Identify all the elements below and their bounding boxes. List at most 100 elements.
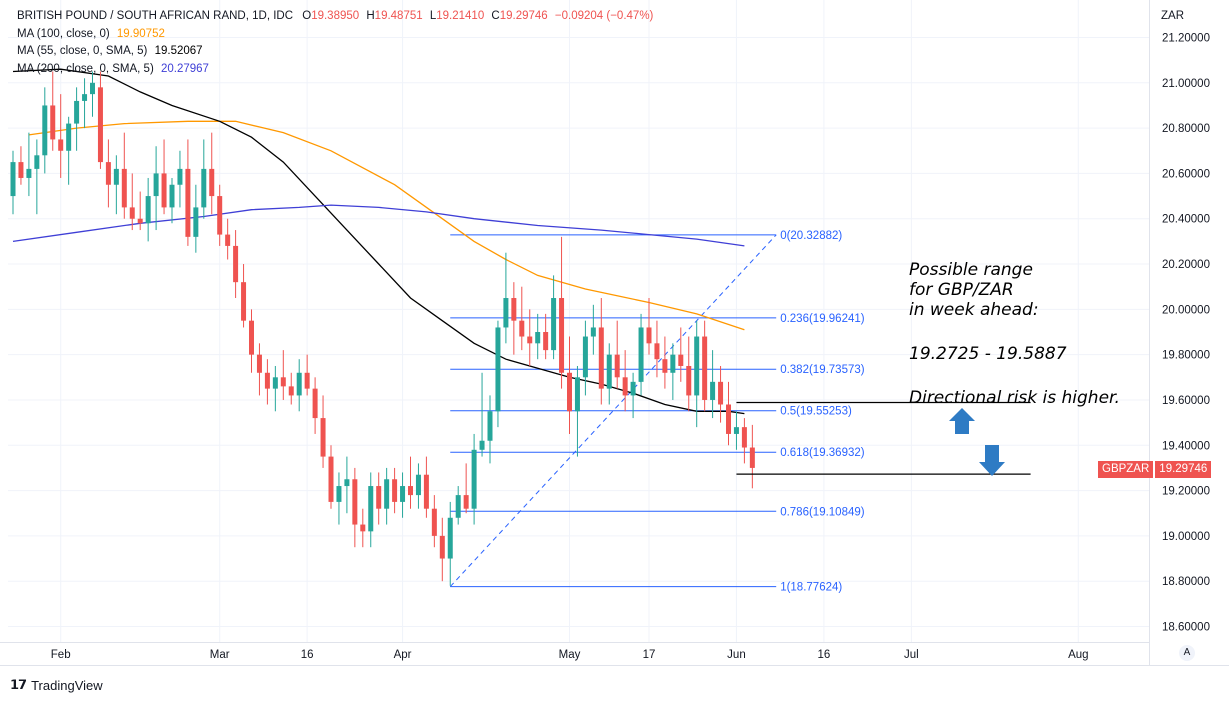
candle-body	[455, 495, 461, 518]
candle-body	[392, 479, 398, 502]
candle-body	[718, 381, 724, 405]
tradingview-logo-icon: 𝟭𝟳	[10, 677, 27, 692]
y-tick-label: 19.60000	[1162, 395, 1210, 407]
candle-body	[614, 354, 620, 378]
fib-level-label: 0(20.32882)	[780, 230, 842, 242]
x-tick-label: Apr	[394, 649, 412, 661]
candle-body	[113, 168, 119, 185]
candle-body	[590, 327, 596, 337]
currency-label: ZAR	[1161, 10, 1184, 22]
candle-body	[630, 381, 636, 396]
price-tag-symbol: GBPZAR	[1098, 461, 1154, 478]
candle-body	[662, 359, 668, 373]
candle-body	[694, 336, 700, 396]
candle-body	[622, 377, 628, 396]
fib-level-label: 0.5(19.55253)	[780, 406, 852, 418]
x-tick-label: 16	[818, 649, 831, 661]
footer[interactable]: 𝟭𝟳 TradingView	[10, 677, 103, 693]
annotation-line-3: in week ahead:	[909, 300, 1039, 320]
candle-body	[280, 377, 286, 387]
ma100-row[interactable]: MA (100, close, 0) 19.90752	[17, 26, 653, 44]
y-tick-label: 19.40000	[1162, 440, 1210, 452]
candle-body	[535, 332, 541, 344]
arrow-up-icon	[949, 408, 975, 434]
direction-arrows	[949, 408, 1005, 476]
fib-level-label: 0.618(19.36932)	[780, 447, 865, 459]
candle-body	[638, 327, 644, 382]
candle-body	[741, 427, 747, 448]
candle-body	[487, 411, 493, 441]
candle-body	[678, 354, 684, 366]
candle-body	[129, 207, 135, 219]
low-label: L	[429, 10, 437, 22]
ma55-row[interactable]: MA (55, close, 0, SMA, 5) 19.52067	[17, 43, 653, 61]
fib-level-label: 0.236(19.96241)	[780, 313, 865, 325]
candle-body	[646, 327, 652, 344]
candle-body	[272, 377, 278, 389]
high-label: H	[366, 10, 375, 22]
candle-body	[336, 486, 342, 502]
x-tick-label: 16	[301, 649, 314, 661]
ma100-value: 19.90752	[116, 27, 165, 40]
grid	[8, 0, 1149, 642]
candle-body	[376, 486, 382, 509]
candle-body	[320, 418, 326, 457]
fibonacci-retracement: 0(20.32882) 0.236(19.96241) 0.382(19.73573…	[449, 230, 865, 594]
candle-body	[105, 162, 111, 185]
y-tick-label: 21.20000	[1162, 33, 1210, 45]
moving-average-line	[28, 120, 745, 331]
candle-body	[66, 123, 72, 151]
candle-body	[26, 168, 32, 178]
open-label: O	[302, 10, 312, 22]
x-tick-label: Jul	[904, 649, 919, 661]
candle-body	[169, 184, 175, 208]
x-tick-label: Jun	[727, 649, 746, 661]
y-tick-label: 20.00000	[1162, 304, 1210, 316]
low-value: 19.21410	[436, 10, 485, 22]
candle-body	[193, 207, 199, 237]
ma200-row[interactable]: MA (200, close, 0, SMA, 5) 20.27967	[17, 61, 653, 79]
candle-body	[161, 173, 167, 208]
y-tick-label: 19.00000	[1162, 531, 1210, 543]
symbol-row: BRITISH POUND / SOUTH AFRICAN RAND, 1D, …	[17, 8, 653, 26]
candle-body	[145, 196, 151, 224]
candle-body	[559, 298, 565, 373]
candle-body	[241, 282, 247, 321]
annotation-line-2: for GBP/ZAR	[909, 280, 1014, 300]
candle-body	[582, 336, 588, 378]
candle-body	[137, 218, 143, 224]
candle-body	[50, 105, 56, 140]
y-tick-label: 21.00000	[1162, 78, 1210, 90]
candle-body	[415, 474, 421, 496]
candle-body	[360, 524, 366, 532]
arrow-down-icon	[979, 445, 1005, 476]
candle-body	[710, 381, 716, 400]
candle-body	[574, 377, 580, 412]
candle-body	[606, 354, 612, 389]
candle-body	[408, 486, 413, 496]
candle-body	[177, 168, 183, 185]
last-price-tag: GBPZAR 19.29746	[1098, 461, 1212, 478]
price-tag-value: 19.29746	[1155, 461, 1212, 478]
x-tick-label: Feb	[51, 649, 71, 661]
ma200-label: MA (200, close, 0, SMA, 5)	[17, 62, 154, 75]
moving-averages	[12, 68, 745, 415]
candle-body	[58, 139, 64, 151]
candle-body	[74, 100, 80, 124]
x-tick-label: May	[559, 649, 581, 661]
x-tick-label: Mar	[210, 649, 230, 661]
candle-body	[670, 354, 676, 373]
moving-average-line	[12, 204, 745, 247]
candle-body	[288, 386, 294, 396]
ma200-value: 20.27967	[160, 62, 209, 75]
candle-body	[503, 298, 509, 328]
symbol-title: BRITISH POUND / SOUTH AFRICAN RAND, 1D, …	[17, 10, 294, 22]
candle-body	[328, 456, 334, 502]
candle-body	[733, 427, 739, 434]
annotation-line-1: Possible range	[909, 260, 1033, 280]
ma55-value: 19.52067	[154, 45, 203, 57]
fib-level-label: 0.382(19.73573)	[780, 364, 865, 376]
annotation-risk: Directional risk is higher.	[909, 388, 1120, 408]
auto-scale-button[interactable]: A	[1179, 645, 1195, 661]
